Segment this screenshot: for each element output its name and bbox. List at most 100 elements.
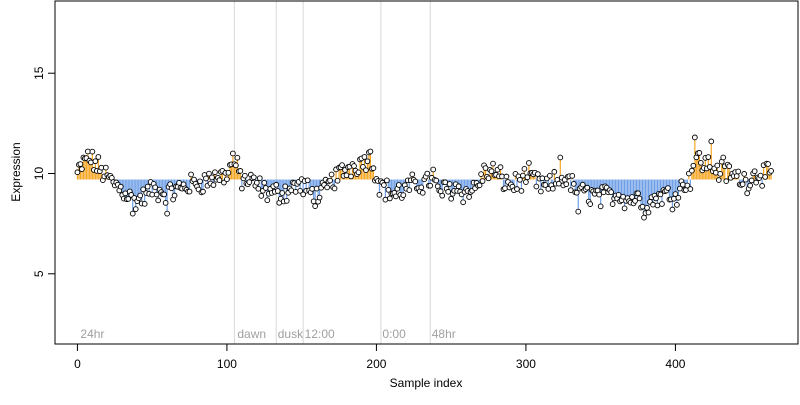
data-point [502,185,508,192]
data-point [367,148,374,155]
data-point [696,150,703,156]
data-point [644,204,650,211]
data-point [242,172,248,179]
data-point [186,188,193,195]
data-point [327,177,333,184]
data-point [324,184,330,191]
section-label: dawn [237,327,266,341]
data-point [412,178,419,185]
data-point [261,179,268,186]
data-point [521,165,528,172]
data-point [297,187,304,194]
data-point [684,182,691,189]
data-point [141,201,148,207]
data-point [609,201,616,207]
data-point [768,168,774,174]
data-point [524,174,531,181]
data-point [538,188,544,195]
data-point [733,173,740,179]
data-point [230,150,236,157]
section-dividers [233,1,431,344]
data-point [645,209,652,216]
data-point [334,177,341,184]
data-point [137,192,144,199]
data-point [546,172,553,179]
data-point [573,189,580,196]
data-point [424,170,431,177]
data-point [255,185,262,192]
data-point [551,168,558,175]
data-point [526,160,532,166]
data-point [689,167,695,174]
data-point [304,177,311,184]
data-point [597,203,604,210]
data-point [140,186,147,193]
data-point [430,166,437,173]
data-point [331,185,338,192]
data-point [210,182,217,188]
data-point [89,148,96,155]
data-point [563,181,570,188]
data-point [680,181,686,188]
data-point [669,206,676,213]
data-point [418,184,425,191]
data-point [409,171,416,178]
data-point [741,171,748,177]
data-point [675,194,682,201]
data-point [621,205,628,212]
data-point [744,190,751,197]
data-point [683,187,689,193]
data-point [665,185,671,191]
data-point [691,134,698,141]
x-tick-label: 100 [217,357,237,371]
data-point [735,168,742,175]
data-point [129,210,136,217]
x-tick-label: 200 [366,357,386,371]
data-point [164,210,170,217]
data-point [361,154,368,160]
data-point [596,191,603,198]
data-point [370,165,377,171]
data-point [300,191,307,198]
data-point [188,171,194,178]
data-point [557,154,564,161]
data-point [739,181,746,188]
data-point [316,194,323,201]
y-axis-title: Expression [9,142,23,201]
data-point [674,202,680,208]
data-point [712,169,719,176]
data-point [671,195,677,202]
data-point [608,189,614,195]
data-point [535,171,541,177]
data-point [747,182,754,189]
data-point [364,158,371,165]
data-point [690,162,697,169]
data-point [406,187,413,193]
data-point [726,163,733,170]
data-point [253,179,260,186]
data-point [490,160,496,167]
data-point [579,181,586,188]
data-point [348,173,354,180]
data-point [518,188,525,194]
data-point [641,214,647,221]
data-point [339,162,345,168]
data-point [697,159,704,166]
data-point [209,174,215,181]
data-point [466,194,472,200]
data-point [273,181,280,188]
data-point [759,183,765,189]
data-point [264,197,271,204]
data-point [488,168,495,175]
data-point [762,174,768,180]
data-point [239,185,245,192]
data-point [635,190,641,197]
data-point [720,154,727,161]
data-point [542,182,549,188]
data-point [153,191,160,198]
data-point [225,169,232,176]
data-point [387,195,393,202]
data-point [102,164,109,171]
data-point [751,168,758,175]
